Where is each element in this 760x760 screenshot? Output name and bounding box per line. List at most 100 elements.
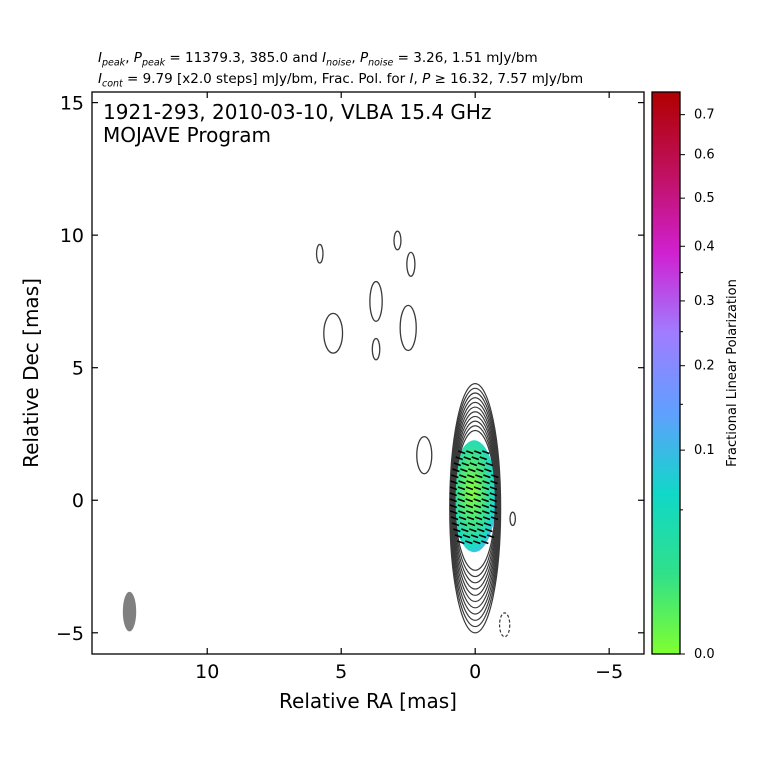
faint-contour xyxy=(406,251,416,277)
evpa-tick xyxy=(450,480,458,485)
colorbar-tick-label: 0.7 xyxy=(694,108,715,123)
evpa-tick xyxy=(483,522,492,527)
axes: 10 5 0 −5 15 10 5 0 −5 xyxy=(56,92,644,683)
evpa-tick xyxy=(458,516,467,521)
evpa-tick xyxy=(474,516,483,521)
evpa-vectors xyxy=(449,450,499,545)
evpa-tick xyxy=(490,510,498,515)
evpa-tick xyxy=(453,462,462,467)
chart-title-line-2: MOJAVE Program xyxy=(103,123,271,147)
evpa-tick xyxy=(468,468,476,473)
evpa-tick xyxy=(449,486,458,491)
i-noise-symbol: Inoise xyxy=(322,50,352,69)
faint-contour xyxy=(315,243,324,264)
evpa-tick xyxy=(475,522,484,527)
faint-contour xyxy=(393,230,402,251)
plot-area xyxy=(122,230,517,638)
faint-contour xyxy=(509,511,517,527)
evpa-tick xyxy=(490,516,499,521)
evpa-tick xyxy=(473,504,482,509)
evpa-tick xyxy=(489,504,498,509)
evpa-tick xyxy=(449,498,457,503)
negative-contour xyxy=(498,612,511,638)
evpa-tick xyxy=(485,528,493,533)
x-tick-label: 5 xyxy=(335,661,347,683)
evpa-tick xyxy=(469,528,477,533)
evpa-tick xyxy=(486,534,495,539)
y-tick-label: −5 xyxy=(56,623,84,645)
evpa-tick xyxy=(483,474,491,479)
p-noise-symbol: Pnoise xyxy=(359,50,394,69)
colorbar-tick-label: 0.4 xyxy=(694,239,715,254)
evpa-tick xyxy=(473,486,482,491)
evpa-tick xyxy=(489,486,498,491)
evpa-tick xyxy=(473,498,481,503)
evpa-tick xyxy=(453,528,461,533)
chart-title-line-1: 1921-293, 2010-03-10, VLBA 15.4 GHz xyxy=(103,100,491,124)
evpa-tick xyxy=(474,450,482,455)
evpa-tick xyxy=(459,474,467,479)
evpa-tick xyxy=(465,540,473,545)
evpa-tick xyxy=(490,480,498,485)
frac-values: ≥ 16.32, 7.57 mJy/bm xyxy=(430,71,584,87)
evpa-tick xyxy=(467,474,475,479)
i-peak-symbol: Ipeak xyxy=(98,50,126,69)
evpa-tick xyxy=(478,534,487,539)
evpa-tick xyxy=(481,492,489,497)
evpa-tick xyxy=(473,540,481,545)
evpa-tick xyxy=(481,540,489,545)
evpa-tick xyxy=(466,450,474,455)
peak-values: = 11379.3, 385.0 and xyxy=(165,50,323,66)
evpa-tick xyxy=(457,486,466,491)
evpa-tick xyxy=(457,498,465,503)
evpa-tick xyxy=(482,450,490,455)
header-line-1: Ipeak, Ppeak = 11379.3, 385.0 and Inoise… xyxy=(98,50,538,69)
evpa-tick xyxy=(481,486,490,491)
evpa-tick xyxy=(474,480,482,485)
evpa-tick xyxy=(465,504,474,509)
evpa-tick xyxy=(482,510,490,515)
evpa-tick xyxy=(482,480,490,485)
evpa-tick xyxy=(451,474,459,479)
evpa-tick xyxy=(466,510,474,515)
evpa-tick xyxy=(465,486,474,491)
evpa-tick xyxy=(460,468,468,473)
y-tick-label: 0 xyxy=(72,490,84,512)
evpa-tick xyxy=(482,516,491,521)
evpa-tick xyxy=(463,456,472,461)
evpa-tick xyxy=(461,462,470,467)
evpa-tick xyxy=(449,492,457,497)
p-peak-symbol: Ppeak xyxy=(133,50,166,69)
evpa-tick xyxy=(474,510,482,515)
colorbar-tick-label: 0.0 xyxy=(694,647,715,662)
evpa-tick xyxy=(465,492,473,497)
beam-ellipse xyxy=(122,591,137,632)
header-line-2: Icont = 9.79 [x2.0 steps] mJy/bm, Frac. … xyxy=(98,71,584,90)
evpa-tick xyxy=(466,480,474,485)
evpa-tick xyxy=(491,474,499,479)
evpa-tick xyxy=(461,528,469,533)
evpa-tick xyxy=(458,480,466,485)
evpa-tick xyxy=(477,462,486,467)
evpa-tick xyxy=(467,522,476,527)
evpa-tick xyxy=(466,516,475,521)
evpa-tick xyxy=(462,534,471,539)
y-tick-label: 15 xyxy=(60,93,84,115)
colorbar-tick-label: 0.2 xyxy=(694,359,715,374)
evpa-tick xyxy=(479,456,488,461)
evpa-tick xyxy=(449,504,458,509)
colorbar-label: Fractional Linear Polarization xyxy=(725,279,740,467)
colorbar-tick-label: 0.1 xyxy=(694,443,715,458)
evpa-tick xyxy=(470,534,479,539)
plot-frame xyxy=(91,91,645,655)
evpa-tick xyxy=(481,498,489,503)
colorbar-tick-label: 0.5 xyxy=(694,191,715,206)
evpa-tick xyxy=(458,450,466,455)
colorbar-ticks: 0.0 0.1 0.2 0.3 0.4 0.5 0.6 0.7 xyxy=(680,108,715,662)
cont-text: = 9.79 [x2.0 steps] mJy/bm, Frac. Pol. f… xyxy=(122,71,410,87)
i-cont-symbol: Icont xyxy=(98,71,123,90)
y-tick-label: 5 xyxy=(72,358,84,380)
evpa-tick xyxy=(481,504,490,509)
x-tick-label: 0 xyxy=(469,661,481,683)
